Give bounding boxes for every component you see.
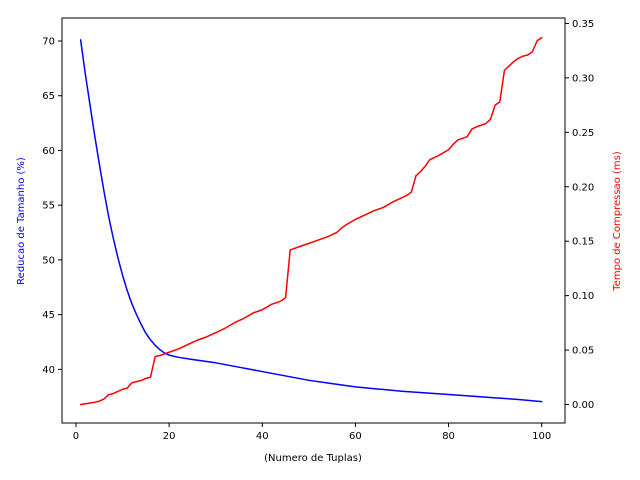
- x-axis-title: (Numero de Tuplas): [264, 453, 362, 464]
- x-tick-label: 20: [163, 431, 176, 442]
- y-left-tick-label: 50: [42, 255, 55, 266]
- plot-frame: [61, 17, 566, 424]
- y-left-tick-label: 55: [42, 201, 55, 212]
- y-left-axis-ticks: 40 45 50 55 60 65 70: [42, 36, 62, 376]
- y-left-tick-label: 40: [42, 365, 55, 376]
- y-right-tick-label: 0.10: [572, 291, 594, 302]
- y-right-tick-label: 0.00: [572, 400, 594, 411]
- series-line-size-reduction: [79, 39, 543, 403]
- series-line-compression-time: [79, 36, 543, 406]
- x-tick-label: 100: [532, 431, 551, 442]
- x-tick-label: 0: [73, 431, 79, 442]
- series-layer: [79, 36, 543, 406]
- y-right-tick-label: 0.15: [572, 237, 594, 248]
- y-left-tick-label: 45: [42, 310, 55, 321]
- y-right-tick-label: 0.30: [572, 73, 594, 84]
- y-left-tick-label: 65: [42, 91, 55, 102]
- y-right-tick-label: 0.35: [572, 19, 594, 30]
- y-left-tick-label: 70: [42, 36, 55, 47]
- x-tick-label: 60: [349, 431, 362, 442]
- y-left-axis-title: Reducao de Tamanho (%): [16, 157, 27, 285]
- y-right-tick-label: 0.05: [572, 346, 594, 357]
- y-left-tick-label: 60: [42, 146, 55, 157]
- y-right-axis-title: Tempo de Compressao (ms): [612, 151, 623, 292]
- x-tick-label: 80: [442, 431, 455, 442]
- x-axis-ticks: 0 20 40 60 80 100: [73, 423, 551, 442]
- y-right-tick-label: 0.20: [572, 182, 594, 193]
- x-tick-label: 40: [256, 431, 269, 442]
- y-right-tick-label: 0.25: [572, 128, 594, 139]
- y-right-axis-ticks: 0.00 0.05 0.10 0.15 0.20 0.25 0.30 0.35: [565, 19, 594, 411]
